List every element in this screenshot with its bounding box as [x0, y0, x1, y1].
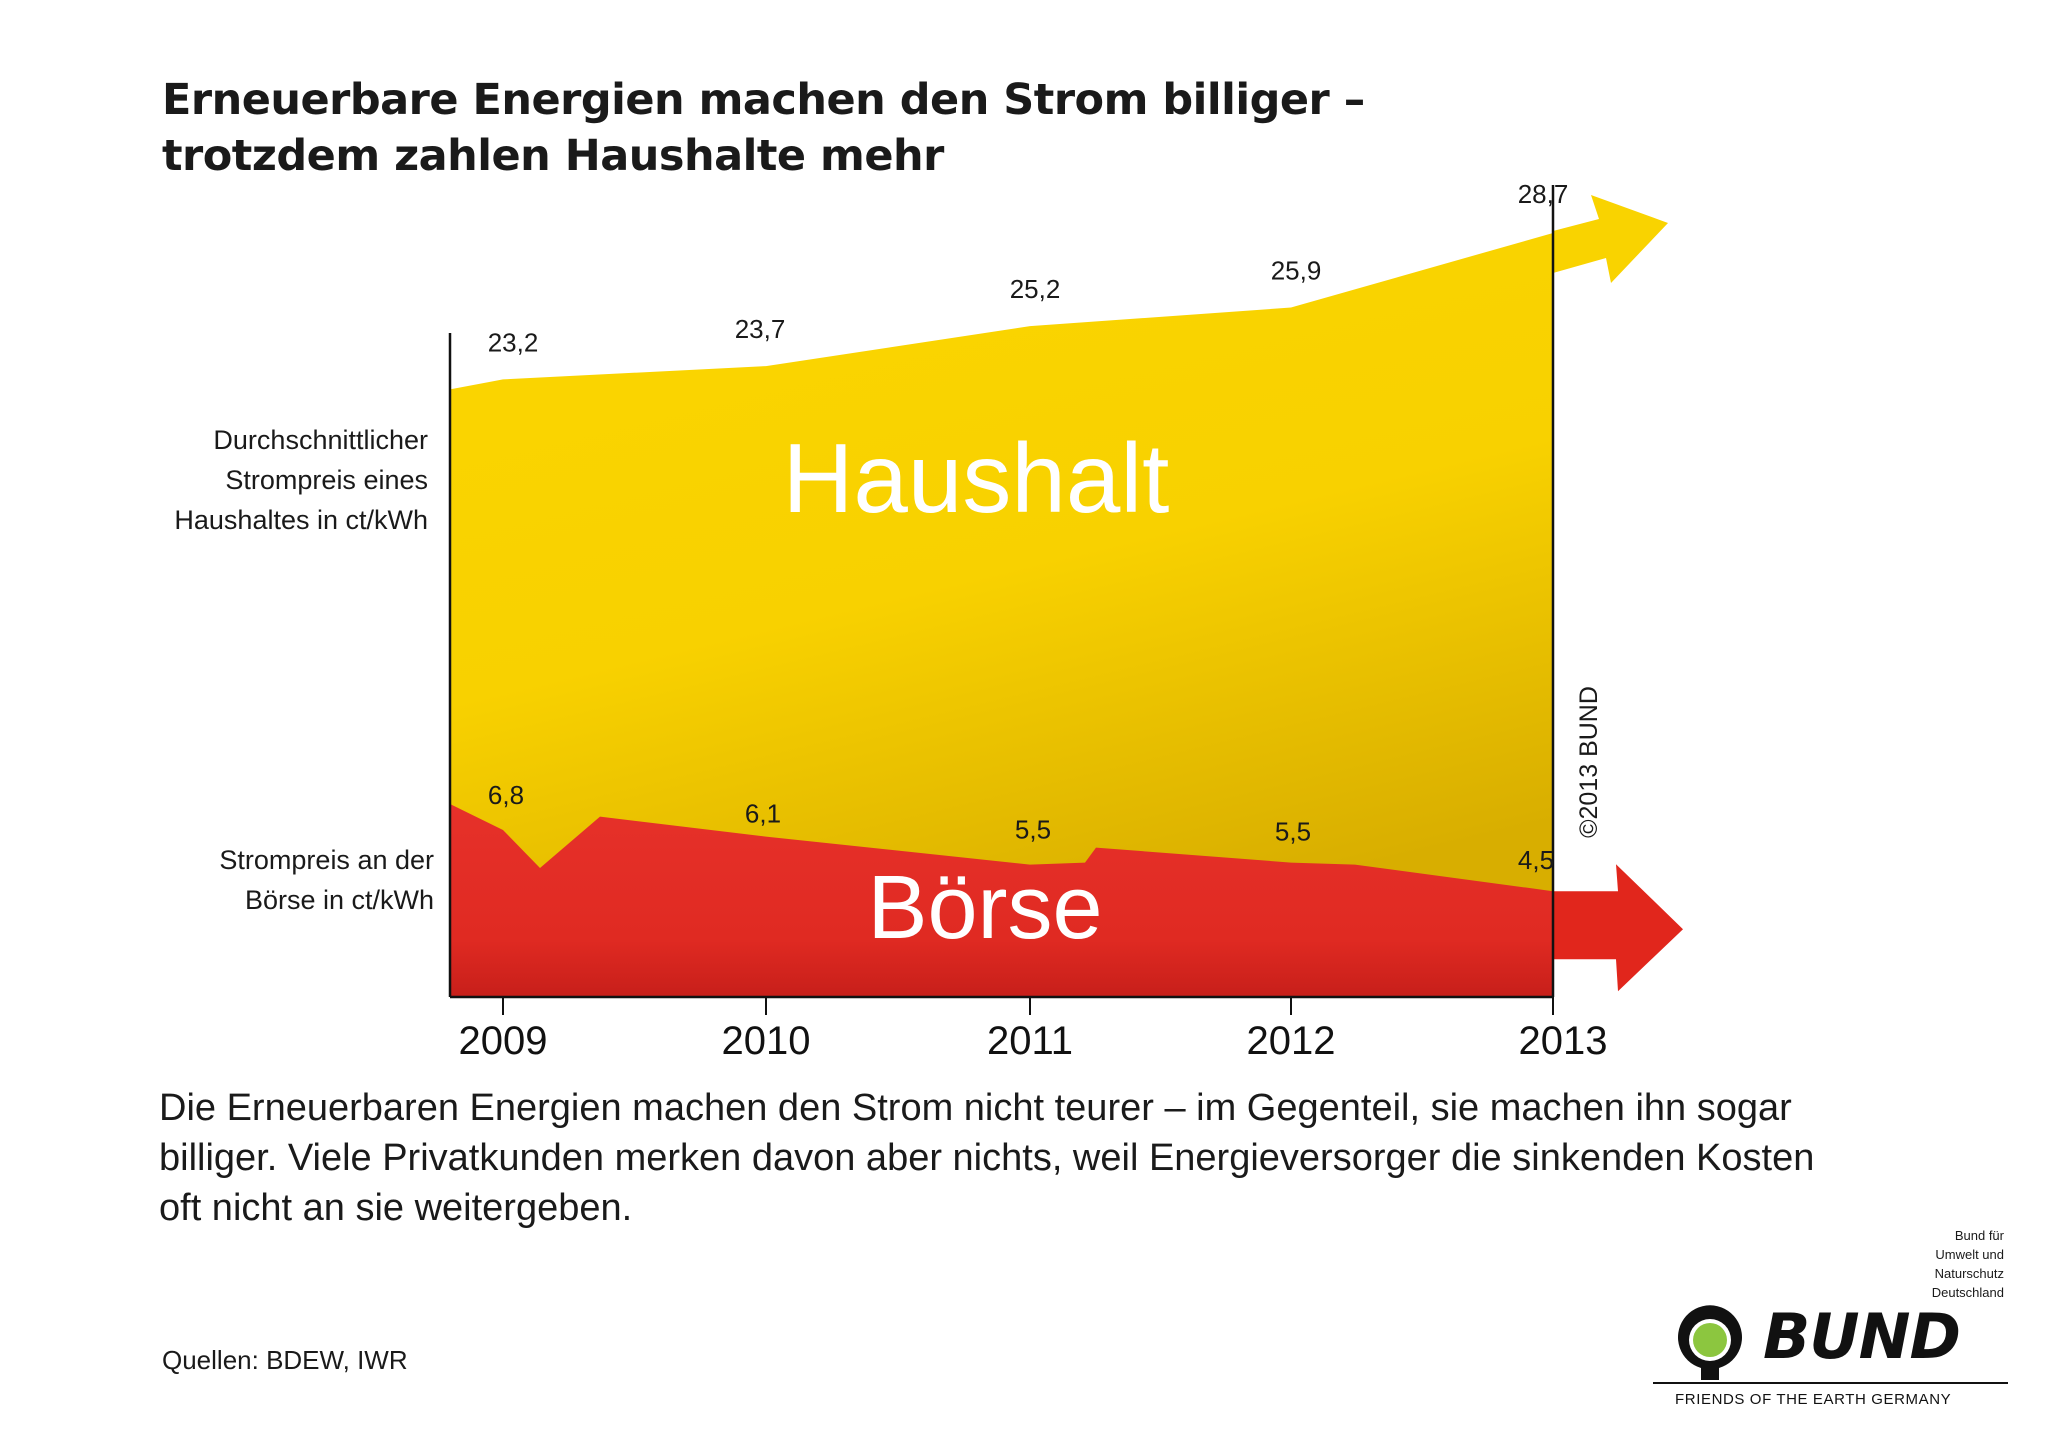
exchange-value-label: 5,5	[1275, 817, 1311, 847]
title-line-1: Erneuerbare Energien machen den Strom bi…	[162, 75, 1365, 125]
bund-logo: BUND FRIENDS OF THE EARTH GERMANY	[1653, 1300, 2008, 1412]
exchange-value-label: 6,1	[745, 799, 781, 829]
chart-areas	[450, 194, 1683, 997]
chart-axes	[448, 185, 1555, 1015]
title-line-2: trotzdem zahlen Haushalte mehr	[162, 131, 944, 181]
household-label-line: Strompreis eines	[225, 465, 428, 495]
exchange-label-line: Strompreis an der	[219, 845, 434, 875]
org-name-line: Bund für	[1954, 1228, 2004, 1243]
x-tick-label: 2009	[459, 1019, 548, 1063]
x-tick-label: 2012	[1247, 1019, 1336, 1063]
household-axis-label: Durchschnittlicher Strompreis eines Haus…	[108, 420, 428, 540]
x-tick-label: 2011	[987, 1019, 1073, 1063]
org-name-line: Umwelt und	[1935, 1247, 2004, 1262]
tree-logo-icon	[1678, 1305, 1742, 1380]
household-value-label: 25,2	[1010, 274, 1061, 304]
x-tick-label: 2010	[722, 1019, 811, 1063]
exchange-area	[450, 803, 1553, 997]
description-line: Die Erneuerbaren Energien machen den Str…	[159, 1087, 1792, 1129]
exchange-arrow	[1553, 864, 1683, 992]
org-name-line: Naturschutz	[1934, 1266, 2004, 1281]
chart-labels: 2009 2010 2011 2012 2013 23,2 23,7 25,2 25,9 28,7…	[459, 179, 1608, 1063]
household-value-label: 23,2	[488, 327, 539, 357]
household-label-line: Durchschnittlicher	[213, 425, 428, 455]
chart-title: Erneuerbare Energien machen den Strom bi…	[162, 72, 1365, 184]
exchange-value-label: 6,8	[488, 780, 524, 810]
logo-rule	[1653, 1382, 2008, 1384]
exchange-series-label: Börse	[867, 858, 1102, 958]
x-tick-label: 2013	[1519, 1019, 1608, 1063]
household-value-label: 25,9	[1271, 256, 1322, 286]
exchange-value-label: 5,5	[1015, 815, 1051, 845]
logo-wordmark: BUND	[1763, 1300, 1961, 1373]
exchange-label-line: Börse in ct/kWh	[244, 885, 434, 915]
household-value-label: 23,7	[735, 314, 786, 344]
logo-tagline: FRIENDS OF THE EARTH GERMANY	[1675, 1391, 1952, 1408]
exchange-value-label: 4,5	[1518, 845, 1554, 875]
org-name-line: Deutschland	[1931, 1285, 2004, 1300]
description-line: billiger. Viele Privatkunden merken davo…	[159, 1137, 1815, 1179]
exchange-axis-label: Strompreis an der Börse in ct/kWh	[114, 840, 434, 920]
org-name: Bund für Umwelt und Naturschutz Deutschl…	[1932, 1226, 2004, 1302]
household-label-line: Haushaltes in ct/kWh	[174, 505, 428, 535]
household-arrow	[1553, 194, 1668, 283]
household-area	[450, 232, 1553, 997]
description-line: oft nicht an sie weitergeben.	[159, 1187, 633, 1229]
description: Die Erneuerbaren Energien machen den Str…	[159, 1083, 1879, 1233]
household-value-label: 28,7	[1518, 179, 1569, 209]
household-series-label: Haushalt	[783, 423, 1170, 533]
sources: Quellen: BDEW, IWR	[162, 1345, 408, 1375]
copyright-label: ©2013 BUND	[1575, 686, 1603, 838]
